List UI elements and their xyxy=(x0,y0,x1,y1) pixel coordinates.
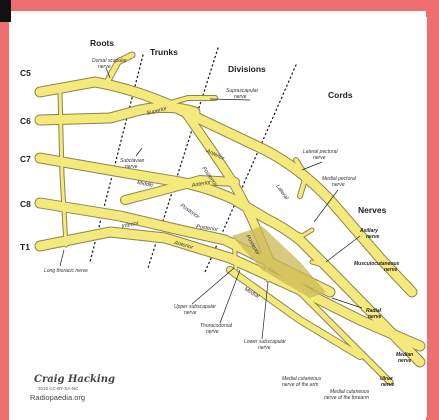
axillary-branch xyxy=(310,260,328,268)
median-label-2: nerve xyxy=(398,358,412,364)
radial-label: Radial xyxy=(366,308,382,314)
branch-labels: Dorsal scapular nerve Suprascapular nerv… xyxy=(44,58,370,401)
medial-pectoral-label-2: nerve xyxy=(332,182,345,188)
subclavian-label: Subclavian xyxy=(120,158,145,164)
medial-cutaneous-arm-label: Medial cutaneous xyxy=(282,376,322,382)
frame-right-border xyxy=(426,0,439,420)
trunk-inferior-label: Inferior xyxy=(121,220,140,230)
anterior-division xyxy=(121,176,239,204)
pointer-long-thoracic xyxy=(59,249,65,267)
axillary-label: Axillary xyxy=(359,228,378,234)
lateral-pectoral-nerve xyxy=(294,158,308,198)
credit-block: Craig Hacking 2015 CC-BY-SA-NC Radiopaed… xyxy=(30,374,115,402)
lateral-pectoral-label: Lateral pectoral xyxy=(303,149,338,155)
upper-subscapular-label-2: nerve xyxy=(184,310,197,316)
frame-corner-mark xyxy=(0,0,11,22)
ulnar-label: Ulnar xyxy=(380,376,394,382)
pointer-lower-subscapular xyxy=(261,281,269,340)
root-c7: C7 xyxy=(20,154,31,164)
c5-root-superior-trunk xyxy=(35,77,417,297)
t1-root-inferior-trunk xyxy=(35,227,425,351)
root-t1: T1 xyxy=(20,242,30,252)
division-posterior-lower-label: Posterior xyxy=(196,224,220,233)
upper-subscapular-nerve xyxy=(232,238,238,270)
lower-subscapular-label-2: nerve xyxy=(258,345,271,351)
posterior-division xyxy=(181,108,274,266)
pointer-radial xyxy=(331,297,363,309)
pointer-subclavian xyxy=(135,147,143,157)
pointer-thoracodorsal xyxy=(219,269,241,324)
long-thoracic-nerve xyxy=(58,90,68,247)
medial-pectoral-nerve xyxy=(278,224,314,238)
pointer-suprascapular xyxy=(209,98,251,101)
terminal-nerve-labels: Axillary nerve Musculocutaneous nerve Ra… xyxy=(354,228,413,388)
long-thoracic-label: Long thoracic nerve xyxy=(44,268,88,274)
musculocutaneous-label: Musculocutaneous xyxy=(354,261,400,267)
nerve-fills xyxy=(35,52,425,385)
lateral-pectoral-label-2: nerve xyxy=(313,155,326,161)
header-nerves: Nerves xyxy=(358,205,387,215)
frame-left-border xyxy=(0,0,9,420)
section-headers: Roots Trunks Divisions Cords Nerves xyxy=(90,38,387,215)
medial-pectoral-label: Medial pectoral xyxy=(322,176,357,182)
suprascapular-nerve xyxy=(158,96,217,108)
header-trunks: Trunks xyxy=(150,47,178,57)
header-roots: Roots xyxy=(90,38,114,48)
dorsal-scapular-nerve xyxy=(102,52,135,89)
medial-cutaneous-forearm-nerve xyxy=(297,289,393,385)
division-anterior-lower-label: Anterior xyxy=(173,240,195,251)
ulnar-label-2: nerve xyxy=(381,382,395,388)
pointer-axillary xyxy=(325,235,361,263)
division-anterior-mid-label: Anterior xyxy=(190,180,212,190)
license-text: 2015 CC-BY-SA-NC xyxy=(38,386,79,391)
trunks-divisions-divider xyxy=(147,47,219,269)
posterior-cord-shading xyxy=(232,226,326,298)
suprascapular-label: Suprascapular xyxy=(226,88,259,94)
trunk-superior-label: Superior xyxy=(146,105,169,116)
root-c5: C5 xyxy=(20,68,31,78)
axillary-label-2: nerve xyxy=(366,234,380,240)
root-labels: C5 C6 C7 C8 T1 xyxy=(20,68,31,252)
source-text: Radiopaedia.org xyxy=(30,393,85,402)
subclavian-label-2: nerve xyxy=(125,164,138,170)
medial-cord xyxy=(227,267,363,359)
median-label: Median xyxy=(396,352,413,358)
thoracodorsal-label: Thoracodorsal xyxy=(200,323,233,329)
trunk-middle-label: Middle xyxy=(137,180,154,189)
inline-labels: Superior Middle Inferior Anterior Anteri… xyxy=(121,105,289,300)
suprascapular-label-2: nerve xyxy=(234,94,247,100)
pointer-lines xyxy=(59,67,363,340)
lower-subscapular-label: Lower subscapular xyxy=(244,339,286,345)
header-cords: Cords xyxy=(328,90,353,100)
medial-cutaneous-forearm-label-2: nerve of the forearm xyxy=(324,395,369,401)
dorsal-scapular-label-2: nerve xyxy=(98,64,111,70)
pointer-dorsal-scapular xyxy=(105,67,111,79)
header-divisions: Divisions xyxy=(228,64,266,74)
frame-top-border xyxy=(0,0,439,11)
musculocutaneous-label-2: nerve xyxy=(384,267,398,273)
root-c6: C6 xyxy=(20,116,31,126)
pointer-lateral-pectoral xyxy=(301,161,323,171)
medial-cutaneous-forearm-label: Medial cutaneous xyxy=(330,389,370,395)
author-signature: Craig Hacking xyxy=(34,374,115,385)
thoracodorsal-label-2: nerve xyxy=(206,329,219,335)
dorsal-scapular-label: Dorsal scapular xyxy=(92,58,127,64)
root-c8: C8 xyxy=(20,199,31,209)
pointer-medial-pectoral xyxy=(313,189,339,223)
radial-label-2: nerve xyxy=(368,314,382,320)
pointer-upper-subscapular xyxy=(191,267,235,305)
upper-subscapular-label: Upper subscapular xyxy=(174,304,216,310)
medial-cutaneous-arm-label-2: nerve of the arm xyxy=(282,382,318,388)
